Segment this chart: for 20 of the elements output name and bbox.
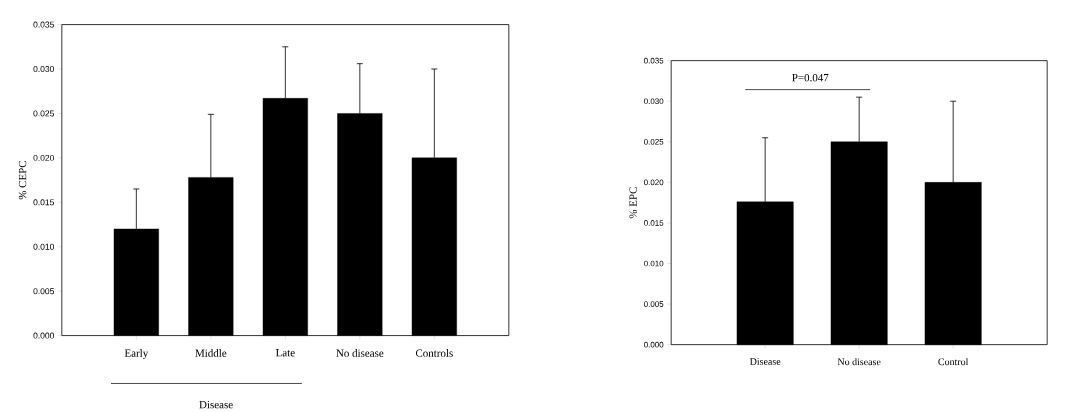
annotation: P=0.047	[792, 73, 829, 82]
x-tick-label: Controls	[415, 349, 453, 357]
x-tick-label: No disease	[336, 349, 384, 357]
y-tick-label: 0.025	[33, 110, 54, 117]
x-tick-label: Early	[124, 349, 149, 360]
x-tick-label: Disease	[749, 358, 781, 365]
x-tick-label: Late	[275, 349, 295, 357]
x-tick-label: Control	[938, 358, 969, 366]
y-axis-title: % EPC	[629, 187, 637, 219]
text: Disease	[199, 400, 233, 409]
y-tick-label: 0.030	[33, 66, 54, 73]
y-axis-title: % CEPC	[18, 161, 27, 200]
y-tick-label: 0.005	[33, 288, 54, 295]
y-tick-label: 0.035	[33, 21, 54, 28]
y-tick-label: 0.015	[33, 199, 54, 206]
y-tick-label: 0.010	[33, 243, 54, 250]
y-tick-label: 0.020	[33, 154, 54, 161]
x-tick-label: No disease	[837, 358, 881, 366]
x-tick-label: Middle	[195, 349, 227, 357]
y-tick-label: 0.000	[33, 332, 54, 339]
